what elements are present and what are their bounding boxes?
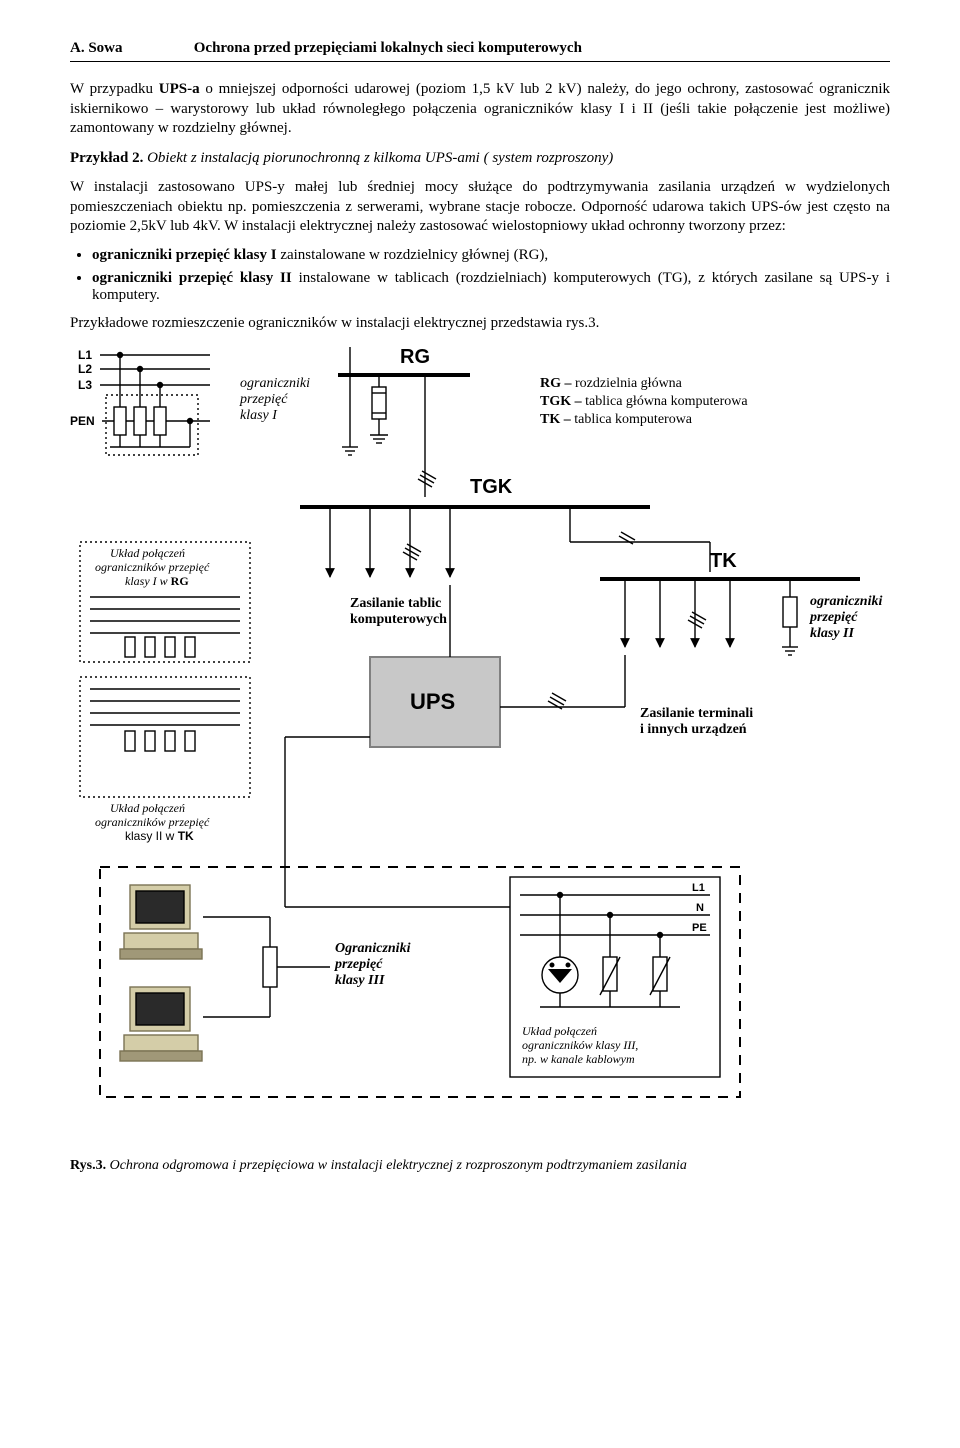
computer-1 <box>120 885 202 959</box>
label-ogr-III: Ograniczniki przepięć klasy III <box>334 941 411 988</box>
rg-bus: RG <box>338 347 470 497</box>
svg-text:i innych urządzeń: i innych urządzeń <box>640 722 747 737</box>
box-rg: Układ połączeń ograniczników przepięć kl… <box>80 542 250 662</box>
svg-text:RG – rozdzielnia główna: RG – rozdzielnia główna <box>540 376 683 391</box>
bullet-2: ograniczniki przepięć klasy II instalowa… <box>92 270 890 304</box>
svg-text:klasy I w RG: klasy I w RG <box>125 574 189 588</box>
svg-text:przepięć: przepięć <box>334 957 383 972</box>
svg-text:Ograniczniki: Ograniczniki <box>335 941 411 956</box>
svg-text:TGK: TGK <box>470 476 513 498</box>
bullet-1: ograniczniki przepięć klasy I zainstalow… <box>92 247 890 264</box>
svg-text:UPS: UPS <box>410 689 455 714</box>
svg-text:klasy II w TK: klasy II w TK <box>125 829 194 843</box>
svg-text:klasy III: klasy III <box>335 973 385 988</box>
figure-3: L1 L2 L3 PEN <box>70 347 890 1127</box>
paragraph-3: Przykładowe rozmieszczenie ograniczników… <box>70 314 890 334</box>
label-zas-term: Zasilanie terminali i innych urządzeń <box>640 706 753 737</box>
svg-text:Zasilanie tablic: Zasilanie tablic <box>350 596 441 611</box>
label-L3: L3 <box>78 378 92 392</box>
paragraph-1: W przypadku UPS-a o mniejszej odporności… <box>70 80 890 139</box>
box-tk: Układ połączeń ograniczników przepięć kl… <box>80 677 250 843</box>
computer-2 <box>120 987 202 1061</box>
svg-text:np. w kanale kablowym: np. w kanale kablowym <box>522 1052 635 1066</box>
box-class-iii: L1 N PE Układ połączeń <box>510 877 720 1077</box>
label-ogr-I: ograniczniki przepięć klasy I <box>239 376 310 423</box>
svg-text:ograniczników przepięć: ograniczników przepięć <box>95 815 210 829</box>
svg-text:Układ połączeń: Układ połączeń <box>522 1024 597 1038</box>
svg-text:ograniczniki: ograniczniki <box>810 594 882 609</box>
page-header: A. Sowa Ochrona przed przepięciami lokal… <box>70 40 890 62</box>
legend: RG – rozdzielnia główna TGK – tablica gł… <box>540 376 748 427</box>
svg-text:klasy II: klasy II <box>810 626 855 641</box>
svg-text:ograniczniki: ograniczniki <box>240 376 310 391</box>
svg-text:Zasilanie terminali: Zasilanie terminali <box>640 706 753 721</box>
svg-text:TK – tablica komputerowa: TK – tablica komputerowa <box>540 412 693 427</box>
svg-text:TGK – tablica główna komputero: TGK – tablica główna komputerowa <box>540 394 748 409</box>
svg-text:komputerowych: komputerowych <box>350 612 447 627</box>
paragraph-2: W instalacji zastosowano UPS-y małej lub… <box>70 178 890 237</box>
example-2-title: Przykład 2. Obiekt z instalacją piorunoc… <box>70 149 890 169</box>
svg-text:klasy I: klasy I <box>240 408 278 423</box>
author: A. Sowa <box>70 40 190 57</box>
label-ogr-II: ograniczniki przepięć klasy II <box>809 594 882 641</box>
tgk-bus: TGK <box>300 476 710 577</box>
bullet-list: ograniczniki przepięć klasy I zainstalow… <box>92 247 890 304</box>
svg-text:PE: PE <box>692 922 707 934</box>
svg-text:przepięć: przepięć <box>809 610 858 625</box>
svg-text:Układ połączeń: Układ połączeń <box>110 801 185 815</box>
svg-text:przepięć: przepięć <box>239 392 288 407</box>
label-L2: L2 <box>78 362 92 376</box>
svg-text:TK: TK <box>710 550 737 572</box>
svg-text:ograniczników klasy III,: ograniczników klasy III, <box>522 1038 638 1052</box>
header-title: Ochrona przed przepięciami lokalnych sie… <box>194 40 582 56</box>
input-block: L1 L2 L3 PEN <box>70 348 210 455</box>
figure-caption: Rys.3. Ochrona odgromowa i przepięciowa … <box>70 1157 890 1175</box>
svg-text:Układ połączeń: Układ połączeń <box>110 546 185 560</box>
label-L1: L1 <box>78 348 92 362</box>
svg-text:RG: RG <box>400 347 430 368</box>
svg-text:L1: L1 <box>692 882 705 894</box>
diagram-svg: L1 L2 L3 PEN <box>70 347 890 1127</box>
label-PEN: PEN <box>70 414 95 428</box>
svg-text:ograniczników przepięć: ograniczników przepięć <box>95 560 210 574</box>
label-zas-tablic: Zasilanie tablic komputerowych <box>350 596 447 627</box>
svg-text:N: N <box>696 902 704 914</box>
